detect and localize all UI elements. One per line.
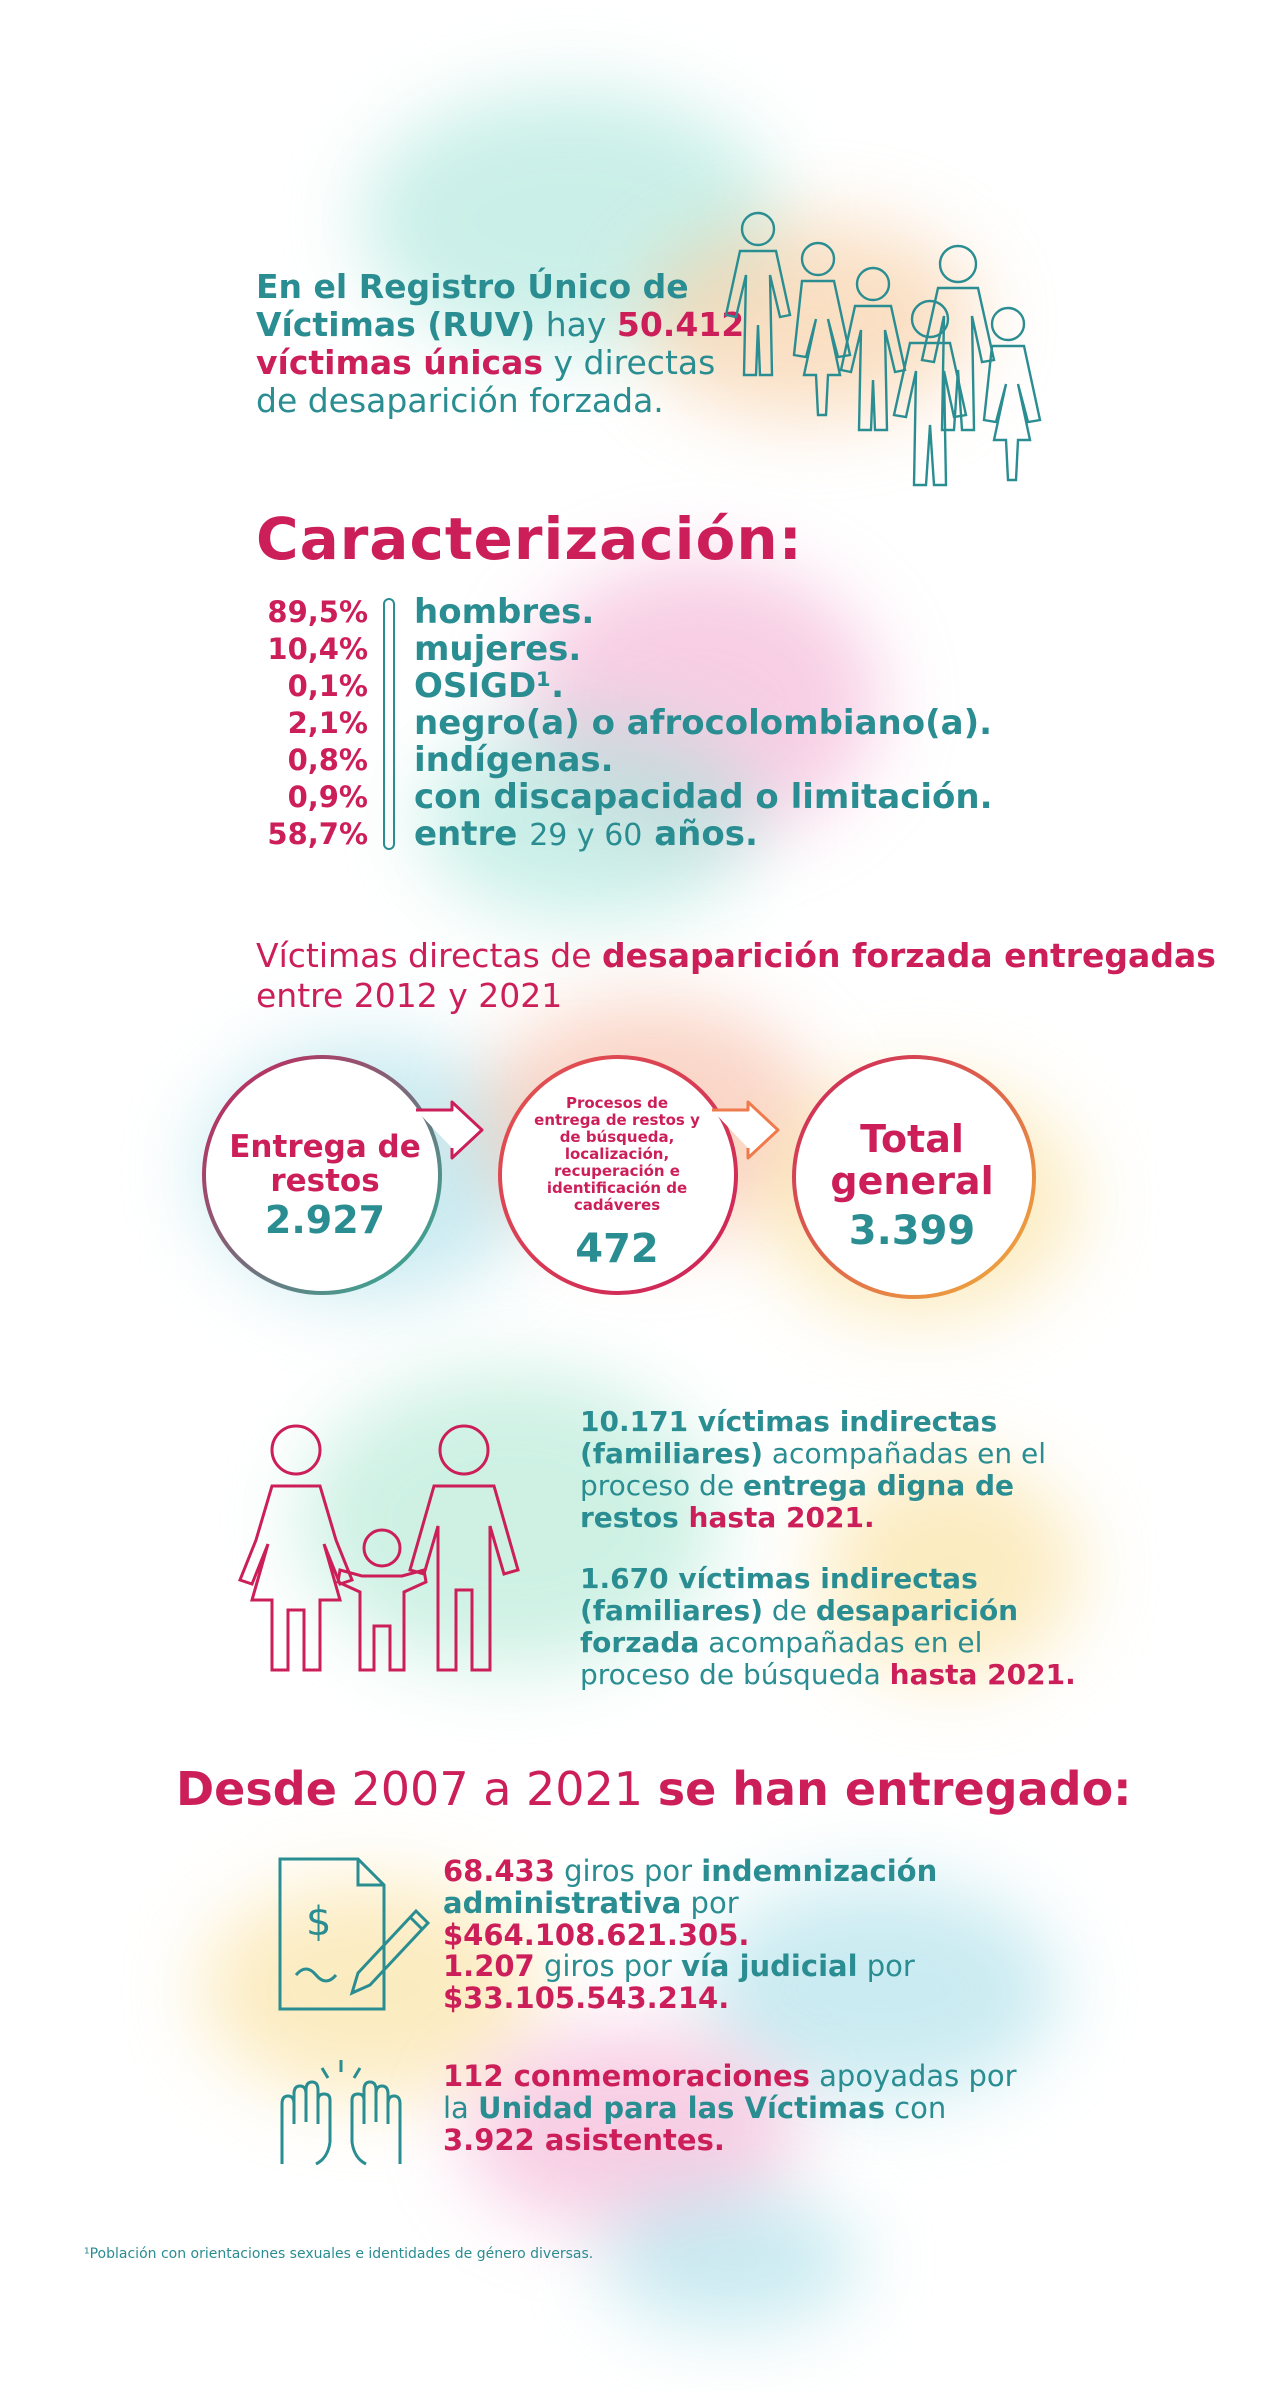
people-group-icon	[724, 211, 1042, 487]
procesos-label: Procesos de entrega de restos y de búsqu…	[534, 1094, 700, 1214]
entregadas-h3: entre 2012 y 2021	[256, 976, 563, 1015]
watercolor-bg	[640, 220, 980, 420]
watercolor-bg	[200, 1880, 540, 2100]
watercolor-bg	[820, 1460, 1080, 1680]
giro1-giros: giros por	[554, 1854, 702, 1888]
arrow-right-icon	[712, 1100, 780, 1160]
desde-t1: Desde	[176, 1762, 337, 1816]
desde-t3: se han entregado:	[657, 1762, 1132, 1816]
footnote: ¹Población con orientaciones sexuales e …	[84, 2246, 594, 2262]
conm-count: 112 conmemoraciones	[443, 2059, 810, 2093]
carac-pct: 58,7%	[267, 817, 368, 851]
conm-unidad: Unidad para las Víctimas	[478, 2091, 885, 2125]
conm-con: con	[884, 2091, 947, 2125]
arrow-right-icon	[416, 1100, 484, 1160]
fam2-year: hasta 2021.	[889, 1658, 1076, 1691]
carac-label: entre 29 y 60 años.	[414, 816, 758, 854]
entregadas-heading: Víctimas directas de desaparición forzad…	[256, 936, 1280, 1016]
conm-apoyadas: apoyadas por la	[443, 2059, 1017, 2125]
circle-total	[792, 1055, 1036, 1299]
circle-procesos	[498, 1055, 738, 1295]
intro-hay: hay	[535, 305, 617, 344]
familiares-busqueda-text: 1.670 víctimas indirectas (familiares) d…	[580, 1563, 1080, 1691]
watercolor-bg	[600, 2190, 860, 2330]
carac-label: negro(a) o afrocolombiano(a).	[414, 703, 993, 743]
carac-label-a: entre	[414, 814, 530, 854]
total-general-value: 3.399	[848, 1208, 976, 1254]
intro-text: En el Registro Único de Víctimas (RUV) h…	[256, 268, 746, 420]
carac-pct: 2,1%	[287, 706, 368, 740]
fam2-de: de	[763, 1594, 816, 1627]
carac-pct: 10,4%	[267, 632, 368, 666]
fam1-mid: acompañadas en el proceso de	[580, 1437, 1046, 1502]
intro-ruv: En el Registro Único de Víctimas (RUV)	[256, 267, 689, 344]
entrega-restos-label: Entrega de restos	[229, 1129, 421, 1199]
intro-rest: y directas de desaparición forzada.	[256, 343, 716, 420]
procesos-value: 472	[575, 1226, 659, 1272]
giro1-type: indemnización administrativa	[443, 1854, 938, 1920]
giro1-count: 68.433	[443, 1854, 555, 1888]
carac-label: indígenas.	[414, 740, 614, 780]
giro2-por: por	[857, 1949, 915, 1983]
desde-heading: Desde 2007 a 2021 se han entregado:	[176, 1762, 1132, 1816]
giros-indemnizacion-text: 68.433 giros por indemnización administr…	[443, 1855, 1043, 1951]
fam2-desap: desaparición forzada	[580, 1594, 1019, 1659]
entregadas-h1: Víctimas directas de	[256, 936, 603, 975]
giro2-giros: giros por	[534, 1949, 682, 1983]
svg-text:$: $	[306, 1899, 331, 1945]
carac-label: hombres.	[414, 592, 595, 632]
watercolor-bg	[300, 1370, 720, 1670]
desde-t2: 2007 a 2021	[336, 1762, 658, 1816]
conm-asistentes: 3.922 asistentes.	[443, 2123, 725, 2157]
carac-pct: 0,8%	[287, 743, 368, 777]
fam1-year: hasta 2021.	[678, 1501, 875, 1534]
watercolor-bg	[700, 1880, 1060, 2100]
giro2-type: vía judicial	[681, 1949, 858, 1983]
giro1-amount: $464.108.621.305.	[443, 1918, 750, 1952]
family-icon	[238, 1424, 520, 1672]
watercolor-bg	[420, 720, 760, 920]
raised-hands-icon	[280, 2060, 402, 2166]
carac-label-b: 29 y 60	[529, 818, 643, 853]
conmemoraciones-text: 112 conmemoraciones apoyadas por la Unid…	[443, 2060, 1043, 2156]
intro-count: 50.412 víctimas únicas	[256, 305, 745, 382]
carac-pct: 0,9%	[287, 780, 368, 814]
carac-pct: 89,5%	[267, 595, 368, 629]
carac-label: mujeres.	[414, 629, 582, 669]
caracterizacion-title: Caracterización:	[256, 505, 803, 573]
invoice-pen-icon: $	[278, 1857, 431, 2011]
carac-label-c: años.	[642, 814, 758, 854]
fam1-entrega: entrega digna de restos	[580, 1469, 1015, 1534]
giro2-amount: $33.105.543.214.	[443, 1981, 730, 2015]
carac-label: con discapacidad o limitación.	[414, 777, 993, 817]
fam2-count: 1.670 víctimas indirectas (familiares)	[580, 1562, 978, 1627]
familiares-entrega-text: 10.171 víctimas indirectas (familiares) …	[580, 1406, 1080, 1534]
circle-entrega-restos	[202, 1055, 442, 1295]
fam2-mid: acompañadas en el proceso de búsqueda	[580, 1626, 983, 1691]
giro2-count: 1.207	[443, 1949, 535, 1983]
giros-judicial-text: 1.207 giros por vía judicial por $33.105…	[443, 1950, 1043, 2014]
fam1-count: 10.171 víctimas indirectas (familiares)	[580, 1405, 998, 1470]
giro1-por: por	[681, 1886, 739, 1920]
carac-label: OSIGD¹.	[414, 666, 564, 706]
carac-pct: 0,1%	[287, 669, 368, 703]
total-general-label: Total general	[830, 1117, 994, 1203]
caracterizacion-divider	[383, 598, 395, 850]
entregadas-h2: desaparición forzada entregadas	[602, 936, 1216, 975]
entrega-restos-value: 2.927	[264, 1198, 386, 1242]
